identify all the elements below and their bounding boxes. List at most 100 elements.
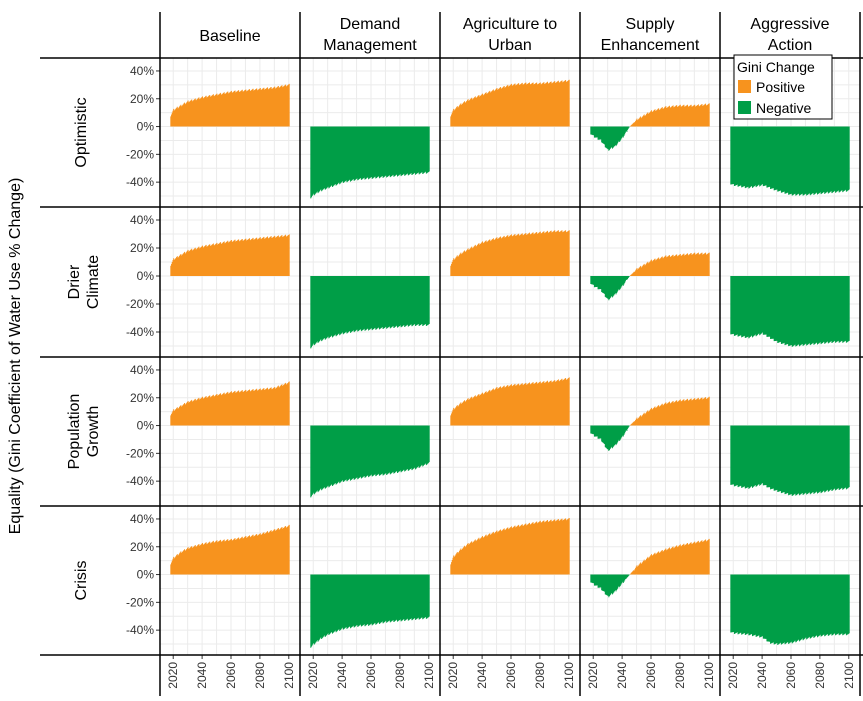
x-tick-label: 2020 (586, 662, 600, 689)
column-header-line: Aggressive (750, 16, 829, 33)
column-header-line: Baseline (199, 28, 260, 45)
y-tick-label: 20% (130, 540, 154, 554)
y-tick-label: -40% (126, 474, 154, 488)
panel-r2-c1 (160, 207, 300, 357)
legend-swatch (738, 80, 751, 93)
panel-r1-c3 (440, 58, 580, 207)
panel-r4-c2 (300, 506, 440, 655)
y-tick-label: -20% (126, 595, 154, 609)
x-tick-label: 2040 (615, 662, 629, 689)
y-axis-label: Equality (Gini Coefficient of Water Use … (7, 178, 24, 535)
series-negative (310, 425, 430, 498)
column-header: Supply Enhancement (601, 16, 700, 54)
row-header: Crisis (73, 561, 90, 601)
row-header-line: Growth (85, 406, 102, 458)
column-header: Agriculture to Urban (463, 16, 557, 54)
row-header-line: Optimistic (73, 97, 90, 167)
x-tick-label: 2020 (446, 662, 460, 689)
y-tick-label: 0% (137, 120, 155, 134)
legend-swatch (738, 101, 751, 114)
y-tick-label: 0% (137, 419, 155, 433)
row-header-line: Drier (66, 264, 83, 299)
panel-r4-c5 (720, 506, 860, 655)
y-tick-label: -20% (126, 297, 154, 311)
series-negative (310, 276, 430, 349)
column-header: Aggressive Action (750, 16, 829, 54)
column-header: Baseline (199, 28, 260, 45)
legend-label: Positive (756, 79, 805, 95)
x-tick-label: 2040 (195, 662, 209, 689)
series-negative (310, 126, 430, 199)
x-tick-label: 2040 (335, 662, 349, 689)
column-header-line: Demand (340, 16, 400, 33)
x-tick-label: 2020 (726, 662, 740, 689)
row-header: Drier Climate (66, 255, 102, 309)
row-header: Population Growth (66, 394, 102, 470)
column-header-line: Supply (626, 16, 675, 33)
x-tick-label: 2020 (166, 662, 180, 689)
y-tick-label: 20% (130, 391, 154, 405)
series-negative (730, 574, 850, 645)
panel-r3-c5 (720, 357, 860, 506)
x-tick-label: 2100 (282, 662, 296, 689)
x-tick-label: 2100 (562, 662, 576, 689)
x-tick-label: 2060 (364, 662, 378, 689)
series-positive (170, 234, 290, 276)
panel-r2-c2 (300, 207, 440, 357)
series-positive (629, 103, 710, 127)
panel-r1-c2 (300, 58, 440, 207)
x-tick-label: 2080 (673, 662, 687, 689)
x-tick-label: 2080 (813, 662, 827, 689)
series-negative (590, 276, 630, 301)
series-positive (450, 230, 570, 276)
panel-r2-c4 (580, 207, 720, 357)
series-negative (730, 276, 850, 347)
series-positive (450, 377, 570, 426)
series-positive (629, 538, 710, 575)
column-header: Demand Management (323, 16, 417, 54)
x-tick-label: 2080 (393, 662, 407, 689)
panel-r3-c3 (440, 357, 580, 506)
series-negative (590, 574, 630, 598)
row-header-line: Population (66, 394, 83, 470)
y-tick-label: -40% (126, 175, 154, 189)
x-tick-label: 2040 (475, 662, 489, 689)
series-positive (170, 83, 290, 127)
y-tick-label: 20% (130, 241, 154, 255)
x-tick-label: 2080 (533, 662, 547, 689)
y-tick-label: 40% (130, 363, 154, 377)
y-tick-label: 20% (130, 92, 154, 106)
y-tick-label: 40% (130, 512, 154, 526)
row-header-line: Crisis (73, 561, 90, 601)
series-negative (590, 126, 630, 151)
panel-r4-c3 (440, 506, 580, 655)
row-header: Optimistic (73, 97, 90, 167)
series-positive (170, 524, 290, 575)
column-header-line: Urban (488, 37, 532, 54)
x-tick-label: 2040 (755, 662, 769, 689)
panel-r1-c4 (580, 58, 720, 207)
x-tick-label: 2100 (422, 662, 436, 689)
column-header-line: Management (323, 37, 417, 54)
x-tick-label: 2080 (253, 662, 267, 689)
column-header-line: Agriculture to (463, 16, 557, 33)
y-tick-label: 40% (130, 213, 154, 227)
y-tick-label: 0% (137, 269, 155, 283)
panel-r3-c1 (160, 357, 300, 506)
y-tick-label: -20% (126, 446, 154, 460)
column-header-line: Enhancement (601, 37, 700, 54)
series-negative (310, 574, 430, 648)
series-negative (730, 126, 850, 196)
series-positive (629, 396, 710, 426)
y-tick-label: -40% (126, 325, 154, 339)
series-negative (590, 425, 630, 451)
x-tick-label: 2100 (702, 662, 716, 689)
series-negative (730, 425, 850, 496)
legend: Gini Change Positive Negative (733, 54, 833, 120)
x-tick-label: 2100 (842, 662, 856, 689)
x-tick-label: 2020 (306, 662, 320, 689)
panel-r3-c4 (580, 357, 720, 506)
panel-r4-c4 (580, 506, 720, 655)
